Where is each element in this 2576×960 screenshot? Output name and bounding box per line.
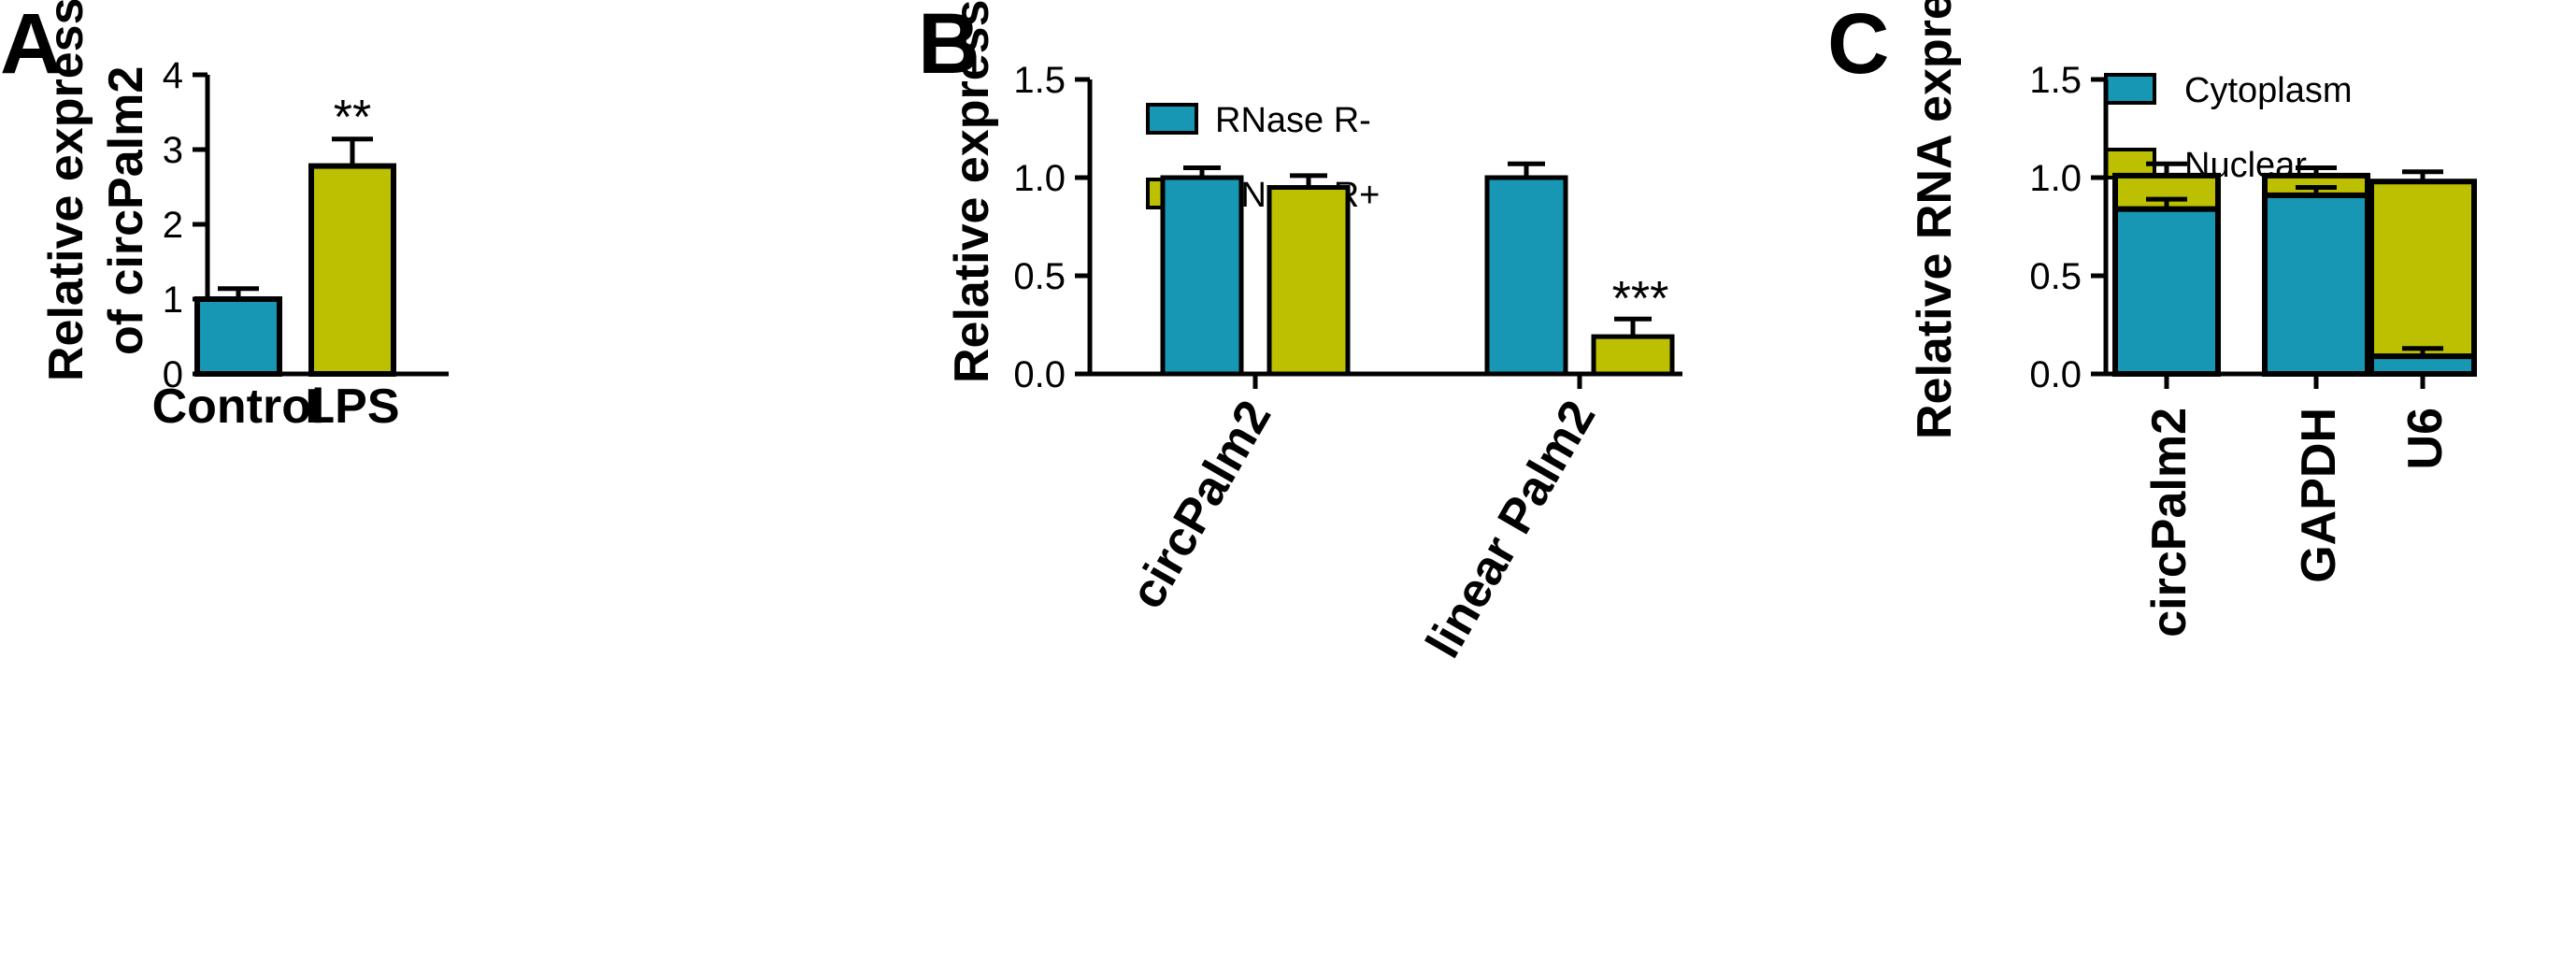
panel-c-y-tick-label: 0.5: [2029, 256, 2082, 297]
x-category-label: Control: [152, 380, 325, 434]
panel-b-y-axis-title: Relative expression: [945, 0, 999, 383]
significance-label: **: [334, 91, 371, 145]
panel-b-y-tick-label: 0.0: [1013, 354, 1066, 395]
panel-a-letter: A: [0, 0, 62, 92]
bar-cytoplasm-gapdh: [2262, 192, 2370, 377]
panel-b-plot: 0.0 0.5 1.0 1.5 circPalm2 linear Palm2 ***: [1013, 60, 1682, 666]
bar-rnase-r+: [1591, 334, 1675, 377]
legend-swatch-cytoplasm: [2104, 73, 2156, 105]
legend-swatch-rnase-r-minus: [1146, 103, 1198, 135]
panel-c-letter: C: [1827, 0, 1889, 92]
x-category-label: LPS: [305, 380, 399, 434]
panel-b-y-tick-label: 1.5: [1013, 60, 1066, 101]
bar-rnase-r-: [1484, 175, 1568, 377]
legend-label-cytoplasm: Cytoplasm: [2184, 71, 2353, 110]
bar-cytoplasm-circpalm2: [2112, 206, 2221, 377]
panel-c-y-tick-label: 0.0: [2029, 354, 2082, 395]
panel-a: A Relative expression of circPalm2 0 1 2 3 4…: [0, 0, 449, 434]
panel-a-y-tick-label: 4: [163, 55, 183, 96]
bar-rnase-r+: [1267, 185, 1351, 377]
x-category-label: U6: [2398, 408, 2453, 469]
panel-a-y-tick-label: 3: [163, 130, 183, 171]
bar-rnase-r-: [1160, 175, 1244, 377]
panel-c-y-tick-label: 1.5: [2029, 60, 2082, 101]
bar-lps: [308, 163, 396, 377]
panel-a-y-tick-label: 1: [163, 279, 183, 321]
x-category-label: circPalm2: [1120, 392, 1281, 618]
panel-b: B Relative expression RNase R- RNase R+ …: [918, 0, 1682, 666]
panel-c-y-axis-title: Relative RNA expression: [1908, 0, 1962, 439]
panel-c-y-tick-label: 1.0: [2029, 158, 2082, 199]
bar-control: [194, 296, 282, 377]
legend-label-rnase-r-minus: RNase R-: [1215, 101, 1371, 140]
x-category-label: linear Palm2: [1416, 392, 1606, 666]
panel-c: C Relative RNA expression Cytoplasm Nucl…: [1827, 0, 2477, 638]
panel-a-y-tick-label: 0: [163, 354, 183, 395]
panel-a-y-tick-label: 2: [163, 205, 183, 246]
significance-label: ***: [1612, 272, 1669, 326]
bar-nuclear-u6: [2368, 179, 2477, 360]
panel-a-y-axis-title-line2: of circPalm2: [99, 66, 153, 355]
x-category-label: circPalm2: [2142, 408, 2197, 638]
panel-a-y-axis-title-line1: Relative expression: [39, 0, 93, 381]
panel-b-y-tick-label: 1.0: [1013, 158, 1066, 199]
panel-b-letter: B: [918, 0, 980, 92]
panel-c-plot: 0.0 0.5 1.0 1.5 circPalm2 GAPDH U6: [2029, 60, 2477, 638]
panel-b-y-tick-label: 0.5: [1013, 256, 1066, 297]
x-category-label: GAPDH: [2292, 408, 2346, 583]
